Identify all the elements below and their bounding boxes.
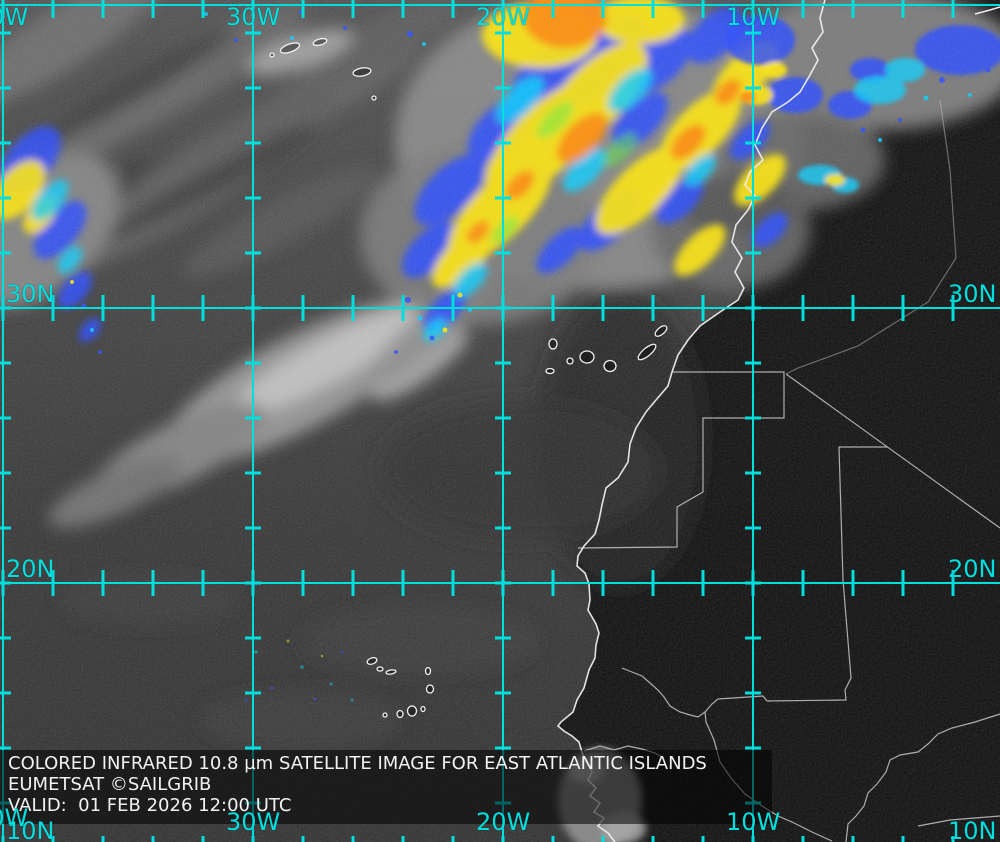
lon-label-top-10w: 10W — [726, 3, 781, 31]
lat-label-right-20n: 20N — [948, 555, 997, 583]
caption-valid-time: VALID: 01 FEB 2026 12:00 UTC — [8, 795, 292, 816]
lat-label-left-10n: 10N — [6, 817, 55, 842]
border-morocco-algeria — [785, 99, 957, 375]
border-mali-guinea-east — [845, 713, 1000, 842]
lon-label-top-40w: 40W — [0, 3, 29, 31]
lon-label-top-20w: 20W — [476, 3, 531, 31]
lat-label-left-30n: 30N — [6, 280, 55, 308]
cape-verde-islands — [366, 657, 435, 719]
azores-islands — [269, 37, 328, 58]
border-mauritania-algeria-diagonal — [785, 373, 1000, 529]
border-western-sahara — [577, 371, 785, 549]
coastline-africa — [556, 0, 826, 842]
border-guinea-south — [917, 815, 1000, 827]
lat-label-right-10n: 10N — [948, 817, 997, 842]
lon-label-bottom-30w: 30W — [226, 808, 281, 836]
lon-label-top-30w: 30W — [226, 3, 281, 31]
lat-label-left-20n: 20N — [6, 555, 55, 583]
lat-label-right-30n: 30N — [948, 280, 997, 308]
canary-islands — [545, 325, 668, 375]
caption: COLORED INFRARED 10.8 µm SATELLITE IMAGE… — [0, 750, 772, 824]
coastline-mediterranean-corner — [974, 6, 1000, 15]
border-mauritania-mali — [717, 446, 888, 702]
lon-label-bottom-10w: 10W — [726, 808, 781, 836]
madeira-island — [352, 67, 377, 101]
caption-source: EUMETSAT ©SAILGRIB — [8, 774, 212, 795]
lon-label-bottom-40w: 40W — [0, 804, 29, 832]
lon-label-bottom-20w: 20W — [476, 808, 531, 836]
island-outlines — [269, 37, 668, 719]
caption-title: COLORED INFRARED 10.8 µm SATELLITE IMAGE… — [8, 753, 707, 774]
